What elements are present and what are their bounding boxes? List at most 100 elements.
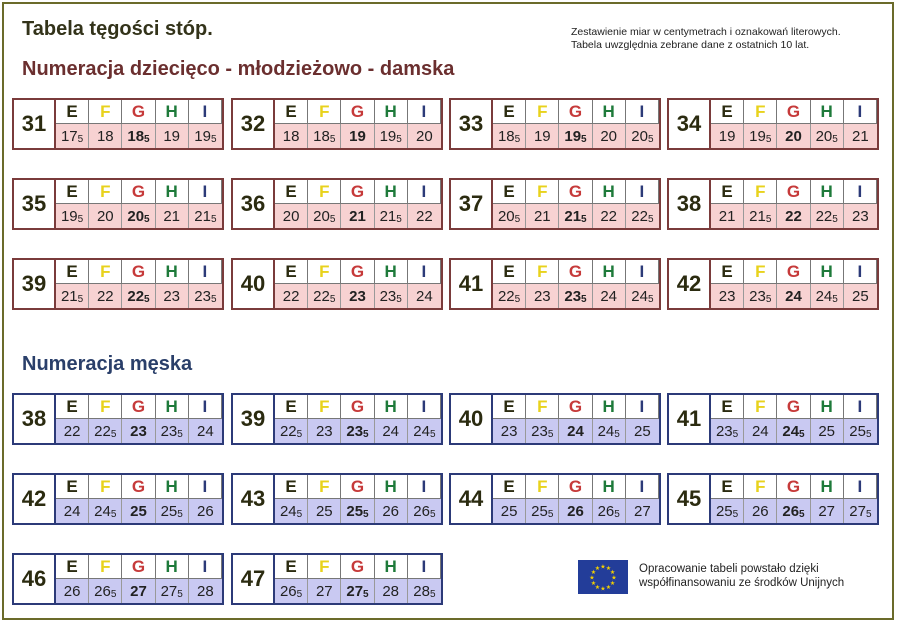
width-value-i: 24 (188, 419, 222, 443)
shoe-size-label: 32 (233, 100, 275, 148)
width-letter-h: H (810, 395, 844, 419)
eu-star-icon: ★ (591, 569, 596, 576)
width-letter-e: E (56, 180, 90, 204)
width-letter-g: G (777, 100, 811, 124)
width-letter-f: F (89, 395, 123, 419)
width-letter-g: G (777, 180, 811, 204)
shoe-size-label: 35 (14, 180, 56, 228)
width-letter-f: F (89, 100, 123, 124)
width-value-e: 22 (56, 419, 90, 443)
width-letter-f: F (526, 395, 560, 419)
width-letter-i: I (407, 395, 441, 419)
width-letter-g: G (559, 260, 593, 284)
width-value-g: 23 5 (559, 284, 593, 308)
width-value-g: 26 (559, 499, 593, 523)
width-letter-h: H (374, 555, 408, 579)
width-value-g: 20 (777, 124, 811, 148)
width-letter-f: F (526, 475, 560, 499)
size-card-40: 40 E F G H I 22 22 5 23 23 5 24 (231, 258, 443, 310)
size-card-40: 40 E F G H I 23 23 5 24 24 5 25 (449, 393, 661, 445)
width-letter-e: E (275, 475, 309, 499)
width-letter-h: H (592, 180, 626, 204)
width-letter-e: E (275, 180, 309, 204)
shoe-size-label: 43 (233, 475, 275, 523)
width-letter-f: F (744, 260, 778, 284)
width-value-e: 26 (56, 579, 90, 603)
width-value-g: 21 5 (559, 204, 593, 228)
width-value-f: 19 (526, 124, 560, 148)
size-card-35: 35 E F G H I 19 5 20 20 5 21 21 5 (12, 178, 224, 230)
width-value-i: 24 5 (625, 284, 659, 308)
width-letter-g: G (122, 100, 156, 124)
width-letter-g: G (777, 395, 811, 419)
eu-star-icon: ★ (595, 584, 600, 591)
width-letter-g: G (559, 475, 593, 499)
size-card-47: 47 E F G H I 26 5 27 27 5 28 28 5 (231, 553, 443, 605)
width-letter-e: E (493, 180, 527, 204)
width-letter-e: E (275, 395, 309, 419)
width-letter-f: F (89, 475, 123, 499)
size-card-38: 38 E F G H I 21 21 5 22 22 5 23 (667, 178, 879, 230)
width-value-g: 25 (122, 499, 156, 523)
page-title: Tabela tęgości stóp. (22, 18, 213, 40)
width-grid: E F G H I 23 23 5 24 24 5 25 (493, 395, 659, 443)
eu-star-icon: ★ (610, 580, 615, 587)
width-letter-i: I (625, 475, 659, 499)
width-value-i: 27 5 (843, 499, 877, 523)
width-letter-h: H (592, 475, 626, 499)
eu-note-line-1: Opracowanie tabeli powstało dzięki (639, 563, 819, 575)
width-letter-f: F (308, 555, 342, 579)
width-value-i: 22 (407, 204, 441, 228)
width-value-e: 23 (711, 284, 745, 308)
width-value-i: 28 (188, 579, 222, 603)
width-grid: E F G H I 20 5 21 21 5 22 22 5 (493, 180, 659, 228)
width-value-h: 26 5 (592, 499, 626, 523)
width-value-g: 27 (122, 579, 156, 603)
width-letter-f: F (526, 260, 560, 284)
eu-star-icon: ★ (600, 586, 605, 593)
width-letter-h: H (374, 180, 408, 204)
size-card-31: 31 E F G H I 17 5 18 18 5 19 19 5 (12, 98, 224, 150)
width-value-i: 24 5 (407, 419, 441, 443)
width-letter-i: I (407, 475, 441, 499)
width-value-g: 21 (341, 204, 375, 228)
width-value-e: 22 5 (275, 419, 309, 443)
width-letter-f: F (89, 555, 123, 579)
size-card-39: 39 E F G H I 22 5 23 23 5 24 24 5 (231, 393, 443, 445)
note-line-1: Zestawienie miar w centymetrach i oznako… (571, 26, 841, 38)
width-letter-h: H (155, 395, 189, 419)
eu-star-icon: ★ (589, 575, 594, 582)
width-value-f: 18 5 (308, 124, 342, 148)
size-card-33: 33 E F G H I 18 5 19 19 5 20 20 5 (449, 98, 661, 150)
width-letter-h: H (374, 395, 408, 419)
width-value-f: 19 5 (744, 124, 778, 148)
width-letter-i: I (843, 395, 877, 419)
width-value-f: 20 5 (308, 204, 342, 228)
width-grid: E F G H I 22 22 5 23 23 5 24 (56, 395, 222, 443)
shoe-size-label: 44 (451, 475, 493, 523)
width-value-h: 20 (592, 124, 626, 148)
width-letter-g: G (122, 475, 156, 499)
size-card-46: 46 E F G H I 26 26 5 27 27 5 28 (12, 553, 224, 605)
width-value-h: 24 5 (592, 419, 626, 443)
shoe-size-label: 37 (451, 180, 493, 228)
width-grid: E F G H I 19 5 20 20 5 21 21 5 (56, 180, 222, 228)
width-value-h: 20 5 (810, 124, 844, 148)
width-letter-f: F (308, 395, 342, 419)
width-value-h: 19 (155, 124, 189, 148)
width-value-i: 23 5 (188, 284, 222, 308)
eu-star-icon: ★ (606, 584, 611, 591)
width-value-f: 24 (744, 419, 778, 443)
width-value-h: 25 5 (155, 499, 189, 523)
width-letter-h: H (374, 475, 408, 499)
eu-funding-note: Opracowanie tabeli powstało dzięki współ… (639, 562, 844, 590)
width-letter-f: F (308, 180, 342, 204)
width-value-g: 19 (341, 124, 375, 148)
width-letter-h: H (810, 260, 844, 284)
shoe-size-label: 42 (14, 475, 56, 523)
eu-stars-icon: ★★★★★★★★★ ★ ★★ (589, 564, 616, 593)
width-value-f: 22 5 (308, 284, 342, 308)
width-letter-i: I (407, 555, 441, 579)
width-letter-e: E (493, 395, 527, 419)
width-letter-h: H (155, 555, 189, 579)
